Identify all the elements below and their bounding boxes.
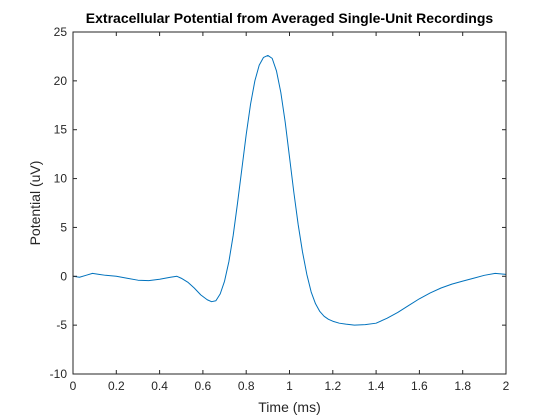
y-tick-label: 15	[54, 123, 68, 137]
x-tick-label: 1.2	[324, 379, 341, 393]
y-axis-label: Potential (uV)	[27, 161, 43, 246]
x-axis: 0 0.2 0.4 0.6 0.8 1 1.2 1.4 1.6 1.8 2	[70, 32, 510, 393]
x-tick-label: 1.4	[368, 379, 385, 393]
y-tick-label: 10	[54, 172, 68, 186]
y-tick-label: -10	[50, 367, 68, 381]
series-layer	[72, 54, 507, 326]
y-tick-label: 25	[54, 25, 68, 39]
x-tick-label: 0	[70, 379, 77, 393]
series-line-0	[72, 54, 507, 326]
x-tick-label: 1.8	[454, 379, 471, 393]
y-tick-label: -5	[56, 318, 67, 332]
y-tick-label: 5	[60, 220, 67, 234]
y-tick-label: 20	[54, 74, 68, 88]
x-tick-label: 0.8	[238, 379, 255, 393]
y-tick-label: 0	[60, 269, 67, 283]
chart-title: Extracellular Potential from Averaged Si…	[86, 10, 494, 26]
x-tick-label: 2	[503, 379, 510, 393]
x-tick-label: 1.6	[411, 379, 428, 393]
x-tick-label: 0.4	[151, 379, 168, 393]
x-axis-label: Time (ms)	[258, 399, 320, 415]
plot-background	[73, 32, 506, 374]
y-axis: -10 -5 0 5 10 15 20 25	[50, 25, 506, 381]
x-tick-label: 0.2	[108, 379, 125, 393]
x-tick-label: 1	[286, 379, 293, 393]
x-tick-label: 0.6	[195, 379, 212, 393]
